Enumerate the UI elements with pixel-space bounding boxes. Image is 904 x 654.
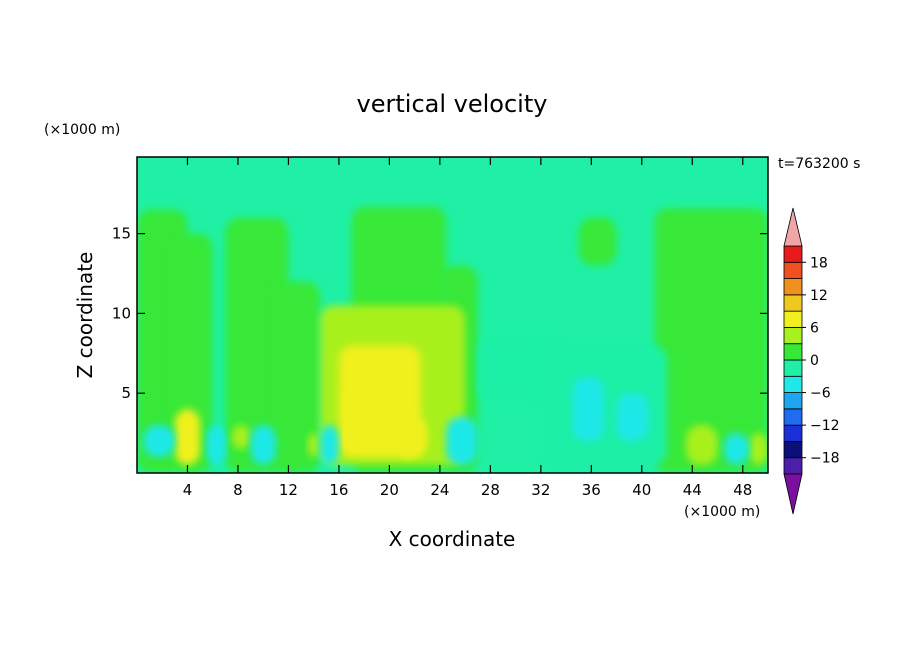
chart-title: vertical velocity <box>357 90 548 118</box>
x-tick-label: 44 <box>683 481 702 499</box>
field-region <box>749 433 768 466</box>
colorbar-bin <box>783 261 803 279</box>
colorbar-bin <box>783 408 803 426</box>
x-axis-title: X coordinate <box>389 527 516 551</box>
field-region <box>723 433 750 466</box>
field-region <box>616 393 649 442</box>
colorbar-bin <box>783 375 803 393</box>
x-tick-label: 48 <box>733 481 752 499</box>
velocity-field <box>137 157 768 473</box>
colorbar-bin <box>783 278 803 296</box>
x-tick-label: 4 <box>183 481 193 499</box>
x-tick-label: 28 <box>481 481 500 499</box>
colorbar-label: 0 <box>810 353 819 369</box>
colorbar-label: 18 <box>810 255 828 271</box>
colorbar-top-arrow <box>783 207 803 247</box>
colorbar-bin <box>783 310 803 328</box>
x-tick-label: 36 <box>582 481 601 499</box>
colorbar-bin <box>783 457 803 475</box>
field-region <box>540 345 668 466</box>
field-region <box>446 417 478 466</box>
field-region <box>307 433 320 458</box>
field-region <box>206 425 226 466</box>
field-region <box>345 385 377 450</box>
x-tick-label: 16 <box>329 481 348 499</box>
colorbar-label: −12 <box>810 418 840 434</box>
colorbar-label: −6 <box>810 386 831 402</box>
colorbar-bin <box>783 359 803 377</box>
x-tick-label: 32 <box>531 481 550 499</box>
field-region <box>143 425 175 458</box>
y-tick-label: 15 <box>112 225 131 243</box>
y-axis: 5 10 15 <box>112 225 768 402</box>
y-axis-title: Z coordinate <box>73 252 97 379</box>
colorbar-bin <box>783 327 803 345</box>
x-tick-label: 8 <box>233 481 243 499</box>
field-region <box>174 409 201 466</box>
colorbar-bin <box>783 245 803 263</box>
x-axis: 4 8 12 16 20 24 28 32 36 40 44 48 <box>183 157 752 499</box>
x-tick-label: 24 <box>430 481 449 499</box>
field-region <box>319 425 339 466</box>
field-region <box>654 208 768 473</box>
x-tick-label: 20 <box>380 481 399 499</box>
colorbar-label: −18 <box>810 451 840 467</box>
colorbar-bin <box>783 294 803 312</box>
field-region <box>572 377 604 442</box>
colorbar-bottom-arrow <box>783 473 803 515</box>
y-tick-label: 10 <box>112 304 131 322</box>
colorbar-bin <box>783 343 803 361</box>
field-region <box>395 417 428 458</box>
colorbar-bin <box>783 441 803 459</box>
x-unit-label: (×1000 m) <box>684 504 760 520</box>
field-region <box>250 425 276 466</box>
y-tick-label: 5 <box>121 384 131 402</box>
colorbar-label: 6 <box>810 320 819 336</box>
field-region <box>578 217 617 266</box>
x-tick-label: 40 <box>632 481 651 499</box>
field-region <box>225 217 289 473</box>
field-region <box>685 425 718 466</box>
x-tick-label: 12 <box>279 481 298 499</box>
colorbar-bin <box>783 392 803 410</box>
field-region <box>231 425 251 450</box>
colorbar-bin <box>783 424 803 442</box>
plot-frame <box>136 156 769 474</box>
y-unit-label: (×1000 m) <box>44 122 120 138</box>
field-region <box>275 281 320 473</box>
time-label: t=763200 s <box>778 156 860 172</box>
colorbar: 18 12 6 0 −6 −12 −18 <box>783 207 840 515</box>
colorbar-label: 12 <box>810 288 828 304</box>
